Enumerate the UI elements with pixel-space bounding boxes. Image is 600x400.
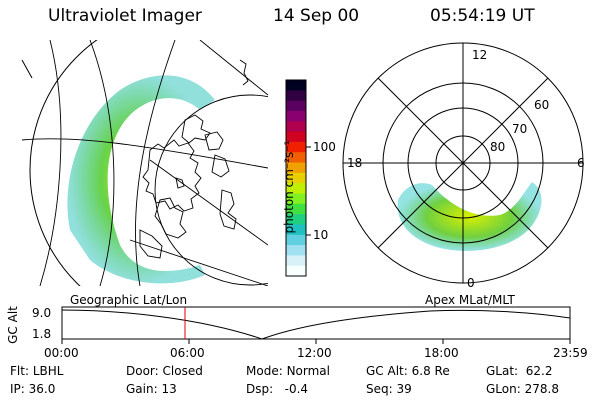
- time-tick-0600: 06:00: [170, 346, 205, 360]
- colorbar-stripe: [286, 141, 306, 153]
- footer-gc-alt: GC Alt: 6.8 Re: [366, 364, 450, 378]
- footer-gain: Gain: 13: [126, 382, 177, 396]
- coastline-map: [139, 59, 249, 259]
- aurora-oval-polar: [397, 182, 542, 251]
- time-tick-1800: 18:00: [424, 346, 459, 360]
- colorbar-stripe: [286, 131, 306, 143]
- colorbar-stripe: [286, 245, 306, 256]
- colorbar-tick-10: 10: [313, 228, 329, 242]
- colorbar-stripe: [286, 234, 306, 246]
- colorbar-stripe: [286, 90, 306, 102]
- altitude-ytick-min: 1.8: [32, 327, 52, 341]
- footer-flt: Flt: LBHL: [10, 364, 64, 378]
- mlt-label-12: 12: [472, 48, 488, 62]
- mlat-label-70: 70: [512, 122, 528, 136]
- footer-seq: Seq: 39: [366, 382, 412, 396]
- footer-mode: Mode: Normal: [246, 364, 330, 378]
- footer-dsp: Dsp: -0.4: [246, 382, 309, 396]
- polar-panel-label: Apex MLat/MLT: [425, 293, 515, 307]
- colorbar-stripe: [286, 265, 306, 277]
- colorbar-stripe: [286, 193, 306, 205]
- colorbar-stripe: [286, 121, 306, 133]
- altitude-curve: [61, 309, 571, 340]
- colorbar-stripe: [286, 214, 306, 226]
- colorbar-stripe: [286, 172, 306, 184]
- earth-limb: [29, 40, 98, 286]
- time-tick-2359: 23:59: [553, 346, 588, 360]
- mlt-label-0: 0: [467, 276, 475, 290]
- instrument-title: Ultraviolet Imager: [48, 6, 202, 26]
- colorbar-stripe: [286, 203, 306, 215]
- altitude-ylabel: GC Alt: [5, 306, 20, 344]
- footer-glat: GLat: 62.2: [486, 364, 553, 378]
- colorbar-stripe: [286, 100, 306, 112]
- footer-glon: GLon: 278.8: [486, 382, 559, 396]
- colorbar-stripe: [286, 224, 306, 236]
- mlat-label-60: 60: [534, 98, 550, 112]
- colorbar-stripe: [286, 80, 306, 91]
- mlt-label-18: 18: [347, 156, 363, 170]
- colorbar-stripe: [286, 183, 306, 195]
- time-tick-1200: 12:00: [297, 346, 332, 360]
- colorbar-stripe: [286, 255, 306, 267]
- colorbar-tick-100: 100: [313, 140, 336, 154]
- aurora-oval-geo: [67, 75, 215, 284]
- mlat-label-80: 80: [490, 140, 506, 154]
- time-label: 05:54:19 UT: [430, 6, 535, 26]
- time-tick-0000: 00:00: [44, 346, 79, 360]
- colorbar-stripe: [286, 110, 306, 122]
- lat-lon-grid: [22, 40, 268, 286]
- altitude-ytick-max: 9.0: [32, 306, 52, 320]
- footer-ip: IP: 36.0: [10, 382, 56, 396]
- colorbar-stripe: [286, 152, 306, 164]
- mlt-label-6: 6: [577, 156, 585, 170]
- geo-panel-label: Geographic Lat/Lon: [70, 293, 188, 307]
- colorbar-stripe: [286, 162, 306, 174]
- footer-door: Door: Closed: [126, 364, 203, 378]
- date-label: 14 Sep 00: [273, 6, 360, 26]
